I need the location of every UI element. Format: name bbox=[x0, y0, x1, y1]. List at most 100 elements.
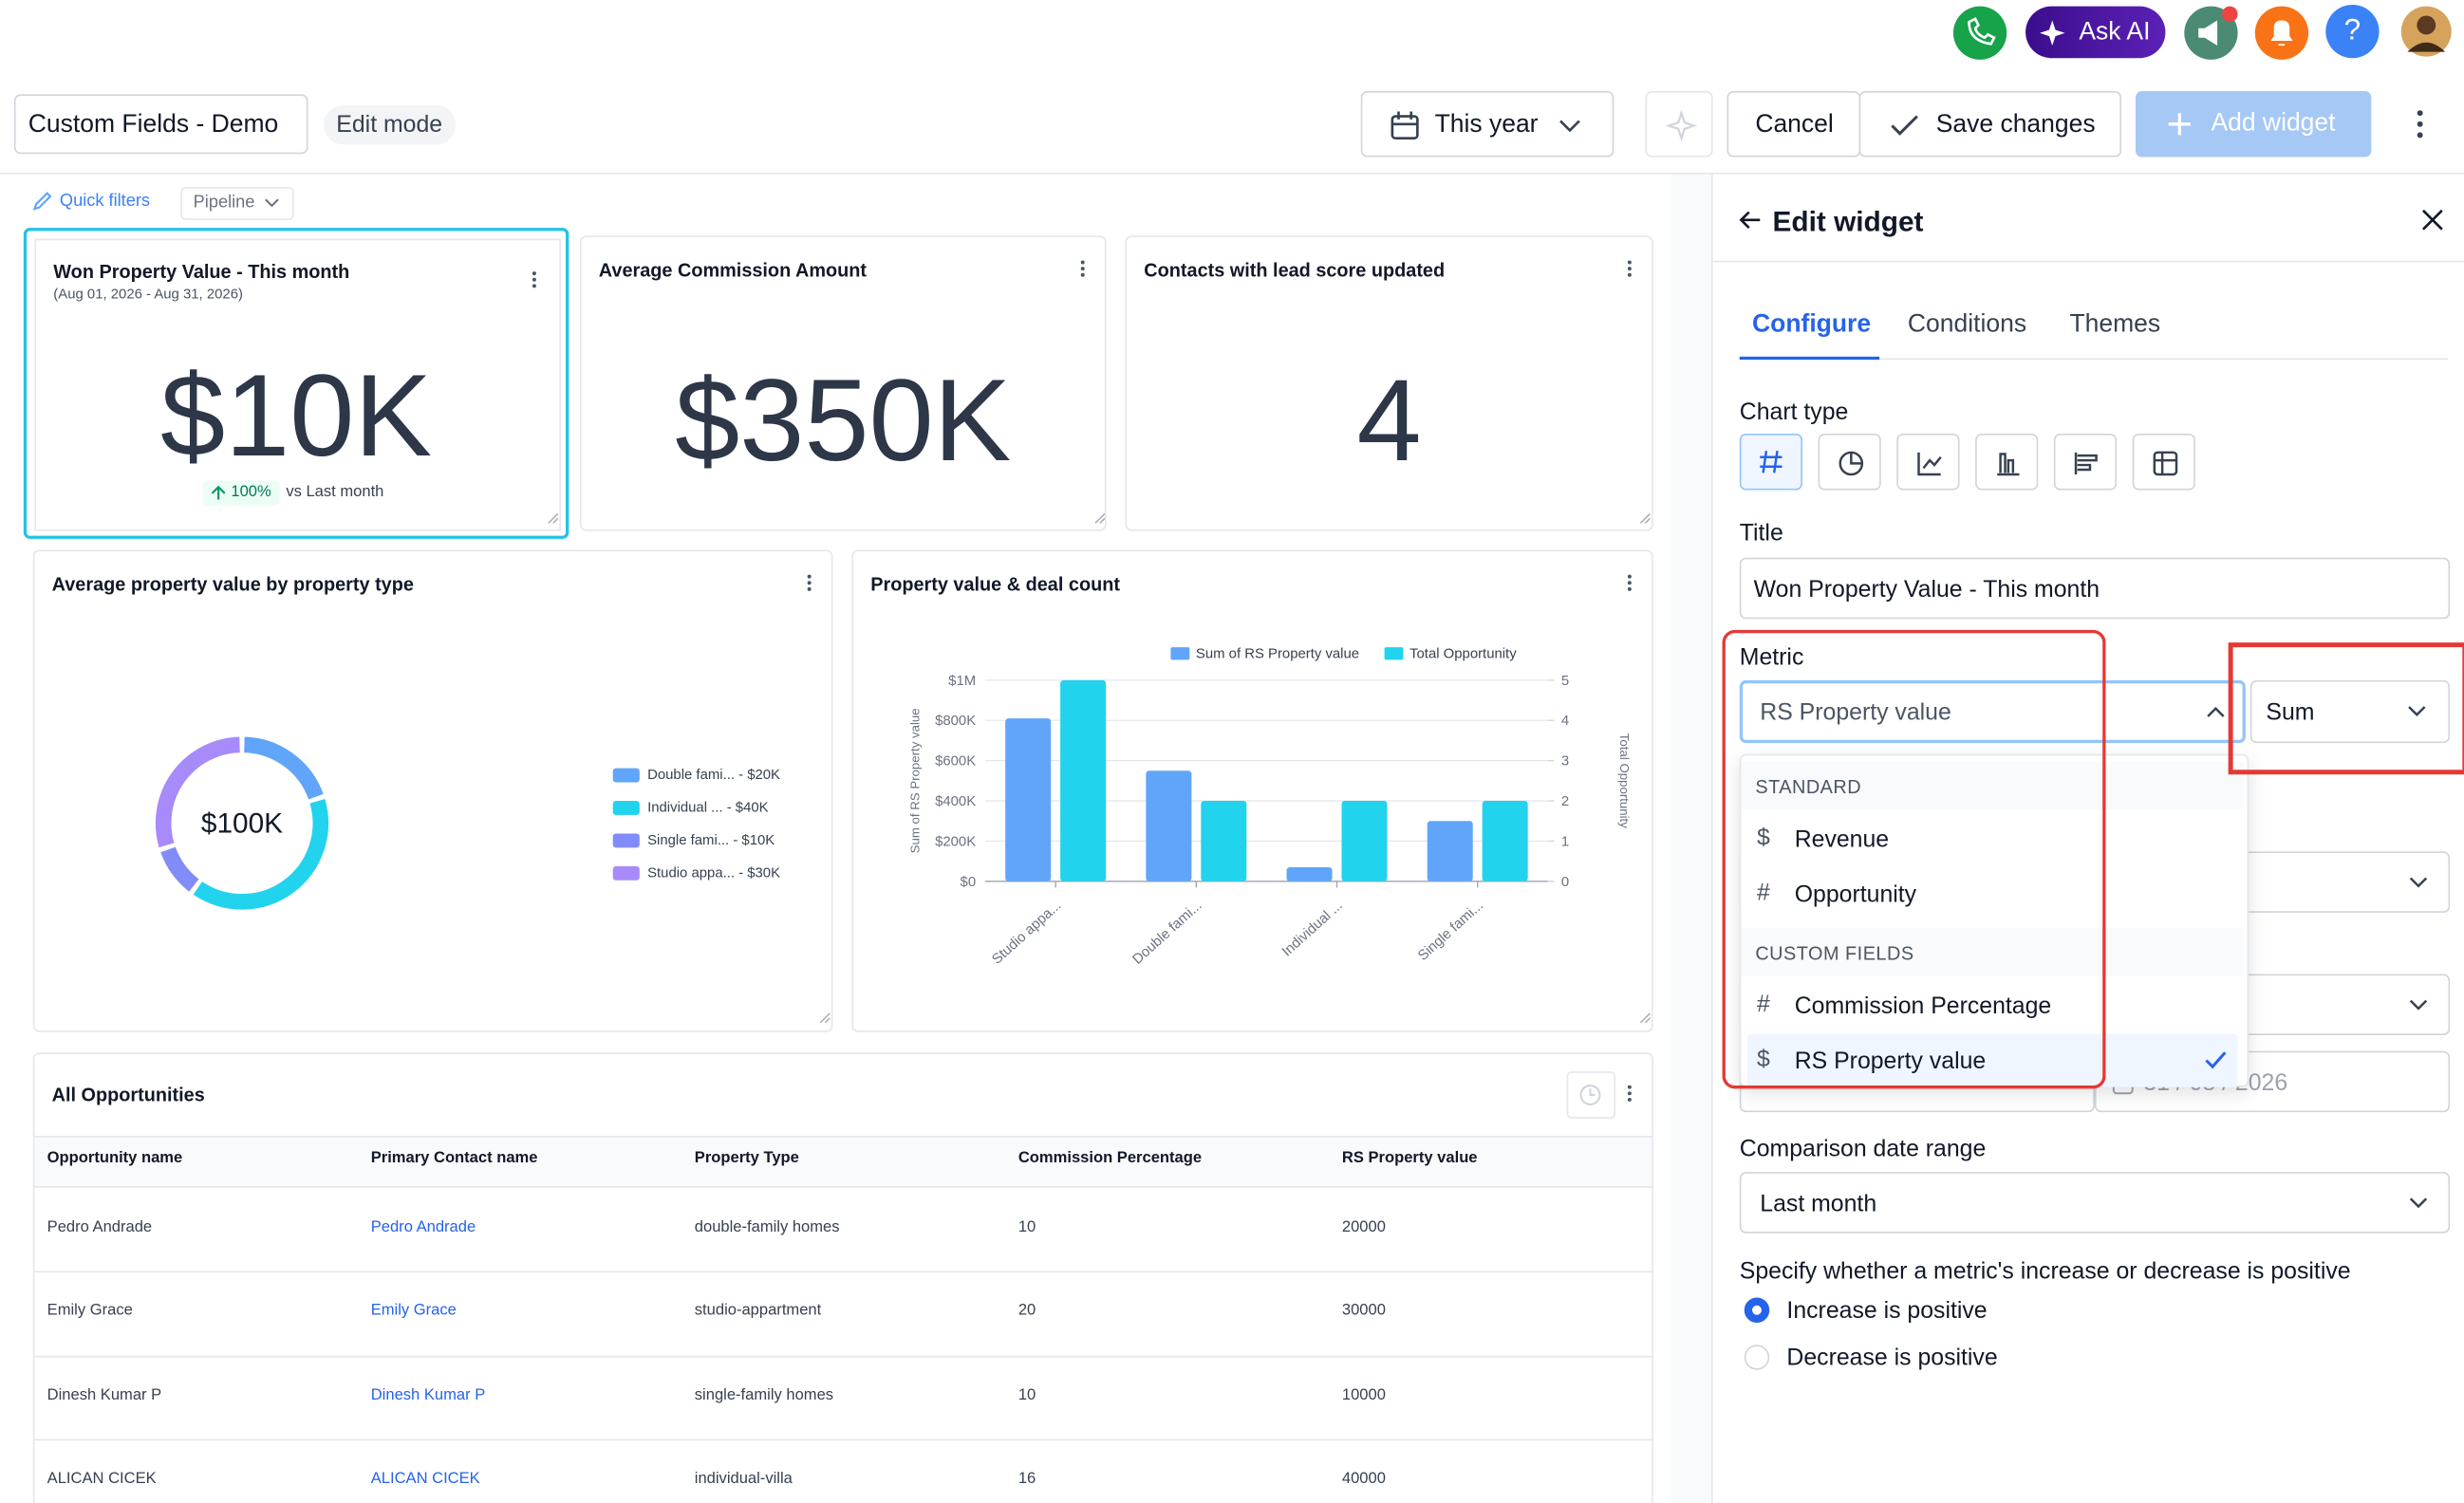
sparkle-icon bbox=[1665, 109, 1698, 142]
dropdown-option[interactable]: # Opportunity bbox=[1747, 867, 2238, 920]
menu-dot bbox=[807, 574, 812, 579]
resize-handle bbox=[1639, 512, 1651, 524]
tab[interactable]: Configure bbox=[1752, 310, 1872, 338]
comparison-select[interactable]: Last month bbox=[1739, 1172, 2451, 1234]
chart-type-button[interactable] bbox=[1896, 433, 1960, 491]
save-button[interactable]: Save changes bbox=[1858, 91, 2122, 158]
chart-type-button[interactable] bbox=[2132, 433, 2195, 491]
change-badge: 100% bbox=[202, 480, 280, 507]
metric-select[interactable]: RS Property value bbox=[1739, 679, 2246, 744]
menu-dot bbox=[532, 284, 536, 288]
metric-value: RS Property value bbox=[1760, 698, 1951, 726]
table-cell[interactable]: Emily Grace bbox=[370, 1302, 457, 1321]
pie-slice bbox=[160, 846, 199, 892]
avatar[interactable] bbox=[2399, 5, 2453, 58]
chart-type-button[interactable] bbox=[1975, 433, 2039, 491]
chart-type-button[interactable] bbox=[2053, 433, 2118, 491]
quick-filters-link[interactable]: Quick filters bbox=[59, 191, 151, 211]
bar bbox=[1146, 770, 1192, 881]
tab[interactable]: Conditions bbox=[1907, 310, 2027, 338]
widget-inner bbox=[34, 238, 562, 531]
aggregation-value: Sum bbox=[2266, 698, 2315, 726]
change-value: 100% bbox=[231, 483, 271, 502]
widget-value: 4 bbox=[1356, 355, 1422, 486]
chart-card[interactable] bbox=[851, 549, 1653, 1032]
help-button[interactable]: ? bbox=[2325, 4, 2380, 59]
option-icon: # bbox=[1756, 880, 1770, 907]
y2-tick-label: 0 bbox=[1561, 875, 1569, 890]
radio-option[interactable]: Increase is positive bbox=[1740, 1291, 2212, 1332]
add-widget-label: Add widget bbox=[2211, 109, 2336, 138]
table-cell[interactable]: ALICAN CICEK bbox=[370, 1470, 480, 1488]
close-icon[interactable] bbox=[2420, 208, 2445, 232]
menu-dot bbox=[1627, 267, 1632, 271]
row-divider bbox=[34, 1438, 1652, 1441]
ask-ai-button[interactable]: Ask AI bbox=[2025, 6, 2166, 59]
chart-type-button[interactable] bbox=[1739, 433, 1802, 491]
option-icon: # bbox=[1756, 991, 1770, 1018]
radio-label: Increase is positive bbox=[1786, 1297, 1988, 1325]
phone-button[interactable] bbox=[1949, 3, 2011, 65]
dashboard-name-input[interactable]: Custom Fields - Demo bbox=[13, 94, 308, 155]
menu-dot bbox=[1627, 272, 1632, 277]
highlight-box bbox=[1722, 629, 2106, 1089]
cancel-button[interactable]: Cancel bbox=[1727, 91, 1861, 158]
radio-option[interactable]: Decrease is positive bbox=[1740, 1339, 2212, 1380]
legend-swatch bbox=[612, 801, 640, 815]
table-cell: Emily Grace bbox=[47, 1302, 133, 1321]
widget-card[interactable] bbox=[1125, 235, 1653, 531]
field-label: Chart type bbox=[1739, 399, 1849, 426]
dashboard-name: Custom Fields - Demo bbox=[28, 111, 279, 139]
add-widget-button[interactable]: Add widget bbox=[2135, 91, 2372, 158]
table-card bbox=[32, 1052, 1653, 1503]
dropdown-option[interactable]: $ Revenue bbox=[1747, 812, 2238, 865]
card-menu[interactable] bbox=[1080, 260, 1085, 277]
widget-value: $10K bbox=[160, 350, 433, 481]
announcement-button[interactable] bbox=[2181, 3, 2244, 65]
resize-handle bbox=[819, 1012, 831, 1024]
legend-swatch bbox=[1384, 647, 1404, 660]
widget-title: Won Property Value - This month bbox=[53, 260, 350, 284]
legend-label: Individual ... - $40K bbox=[647, 801, 769, 816]
menu-dot bbox=[1627, 1085, 1632, 1089]
table-cell[interactable]: Pedro Andrade bbox=[370, 1218, 476, 1236]
table-cell: 16 bbox=[1017, 1470, 1036, 1488]
tab[interactable]: Themes bbox=[2069, 310, 2161, 338]
table-cell: 40000 bbox=[1341, 1470, 1386, 1488]
chart-layer: $100K Double fami... - $20K Individual ...… bbox=[155, 260, 1651, 1102]
table-cell[interactable]: Dinesh Kumar P bbox=[370, 1386, 486, 1404]
group-label: CUSTOM FIELDS bbox=[1755, 942, 1914, 965]
ask-ai-label: Ask AI bbox=[2079, 18, 2151, 46]
direction-options: Increase is positive Decrease is positive bbox=[1740, 1291, 2447, 1385]
dropdown-option[interactable]: $ RS Property value bbox=[1747, 1033, 2238, 1087]
back-icon[interactable] bbox=[1738, 208, 1763, 232]
dropdown-option[interactable]: # Commission Percentage bbox=[1747, 978, 2238, 1031]
date-range-button[interactable]: This year bbox=[1360, 91, 1615, 158]
ai-button[interactable] bbox=[1645, 91, 1713, 158]
card-menu[interactable] bbox=[807, 574, 812, 591]
aggregation-select[interactable]: Sum bbox=[2249, 679, 2451, 744]
title-input[interactable]: Won Property Value - This month bbox=[1739, 557, 2451, 620]
more-menu[interactable] bbox=[2407, 107, 2432, 141]
chevron-up-icon bbox=[2207, 706, 2225, 717]
card-menu[interactable] bbox=[1627, 260, 1632, 277]
card-menu[interactable] bbox=[532, 271, 536, 288]
widget-card[interactable] bbox=[579, 235, 1107, 531]
chart-type-button[interactable] bbox=[1818, 433, 1881, 491]
date-range-label: This year bbox=[1434, 111, 1539, 139]
bar bbox=[1482, 801, 1528, 881]
option-label: Commission Percentage bbox=[1794, 993, 2052, 1020]
option-icon: $ bbox=[1756, 1046, 1770, 1073]
mode-badge: Edit mode bbox=[324, 104, 457, 145]
card-menu[interactable] bbox=[1627, 1085, 1632, 1102]
pencil-icon bbox=[32, 192, 52, 211]
chevron-icon bbox=[2409, 1197, 2428, 1209]
pipeline-filter[interactable]: Pipeline bbox=[180, 187, 294, 220]
y-tick-label: $400K bbox=[935, 794, 976, 809]
refresh-button[interactable] bbox=[1566, 1071, 1615, 1119]
notifications-button[interactable] bbox=[2251, 3, 2314, 65]
radio-circle bbox=[1744, 1345, 1770, 1370]
legend-label: Studio appa... - $30K bbox=[647, 865, 780, 881]
table-cell: 30000 bbox=[1341, 1302, 1386, 1321]
card-menu[interactable] bbox=[1627, 574, 1632, 591]
